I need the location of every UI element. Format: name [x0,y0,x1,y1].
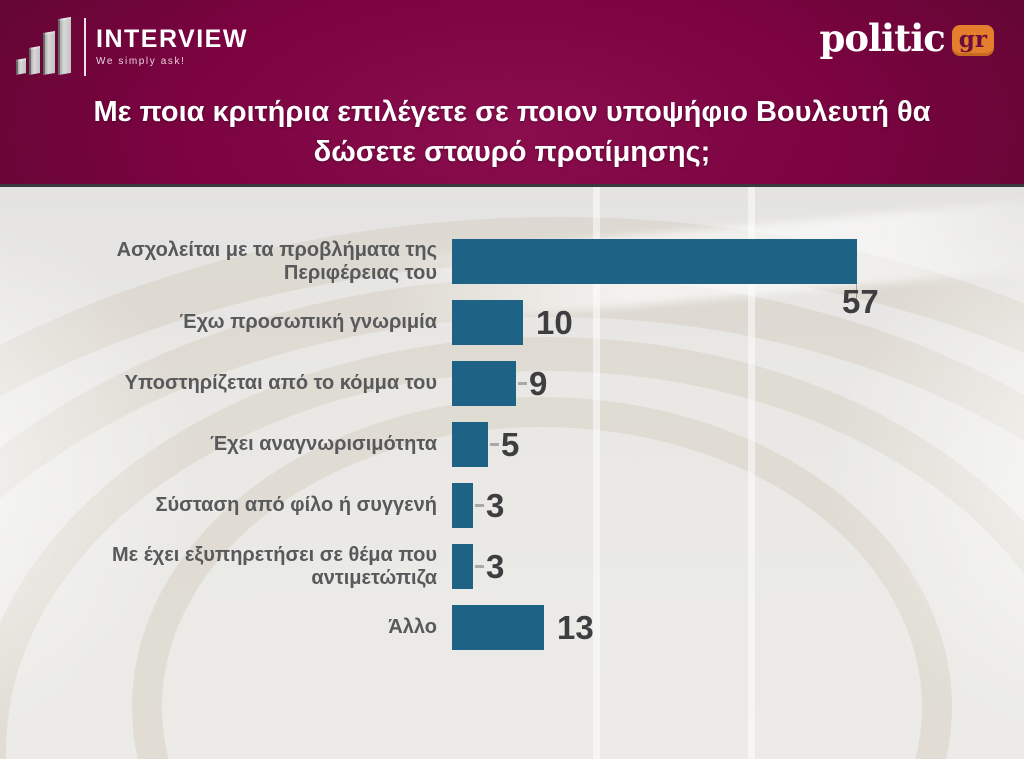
category-label: Έχω προσωπική γνωριμία [179,311,437,333]
chart-row: Έχω προσωπική γνωριμία 10 [0,292,1024,353]
bar [452,422,488,467]
header-banner: INTERVIEW We simply ask! Με ποια κριτήρι… [0,0,1024,187]
leader-line [856,284,857,310]
category-label: Άλλο [388,616,437,638]
decorative-line [748,187,755,759]
chart-row: Έχει αναγνωρισιμότητα 5 [0,414,1024,475]
logo-bar-icon [58,16,71,76]
brand-name: INTERVIEW [96,25,248,53]
leader-line [475,504,484,507]
brand-tagline: We simply ask! [96,56,186,67]
brand-text: INTERVIEW We simply ask! [96,25,248,68]
category-label: Ασχολείται με τα προβλήματα της Περιφέρε… [116,238,437,284]
chart-row: Σύσταση από φίλο ή συγγενή 3 [0,475,1024,536]
bar-zone: 10 [452,292,1024,353]
value-label: 5 [501,426,520,463]
category-label: Έχει αναγνωρισιμότητα [210,433,437,455]
bar-zone: 3 [452,475,1024,536]
logo-divider [84,18,86,76]
bar-chart-logo-icon [16,14,78,80]
bar-zone: 13 [452,597,1024,658]
bar [452,300,523,345]
decorative-wash [824,187,1024,759]
value-label: 9 [529,365,548,402]
bar [452,544,473,589]
bar-zone: 9 [452,353,1024,414]
logo-bar-icon [29,46,40,75]
chart-row: Άλλο 13 [0,597,1024,658]
chart-row: Με έχει εξυπηρετήσει σε θέμα που αντιμετ… [0,536,1024,597]
category-label: Σύσταση από φίλο ή συγγενή [155,494,437,516]
bar-zone: 57 [452,231,1024,318]
bar-zone: 3 [452,536,1024,597]
bar [452,239,857,284]
logo-bar-icon [43,30,55,76]
logo-bar-icon [16,58,26,75]
value-label: 3 [486,548,505,585]
chart-row: Ασχολείται με τα προβλήματα της Περιφέρε… [0,231,1024,319]
bar-zone: 5 [452,414,1024,475]
decorative-wash [0,187,200,759]
bar [452,605,544,650]
page-title: Με ποια κριτήρια επιλέγετε σε ποιον υποψ… [93,96,931,169]
value-label: 13 [557,609,594,646]
value-label: 3 [486,487,505,524]
interview-logo: INTERVIEW We simply ask! [16,12,248,82]
leader-line [475,565,484,568]
category-label: Με έχει εξυπηρετήσει σε θέμα που αντιμετ… [112,543,437,589]
chart-row: Υποστηρίζεται από το κόμμα του 9 [0,353,1024,414]
bar [452,483,473,528]
bar-chart: Ασχολείται με τα προβλήματα της Περιφέρε… [0,187,1024,759]
category-label: Υποστηρίζεται από το κόμμα του [124,372,437,394]
value-label: 10 [536,304,573,341]
politic-gr-logo: politic gr [819,20,994,57]
value-label: 57 [842,283,879,320]
politic-gr-badge: gr [951,25,994,56]
bar [452,361,516,406]
decorative-line [593,187,600,759]
leader-line [490,443,499,446]
politic-wordmark: politic [819,16,945,60]
leader-line [518,382,527,385]
